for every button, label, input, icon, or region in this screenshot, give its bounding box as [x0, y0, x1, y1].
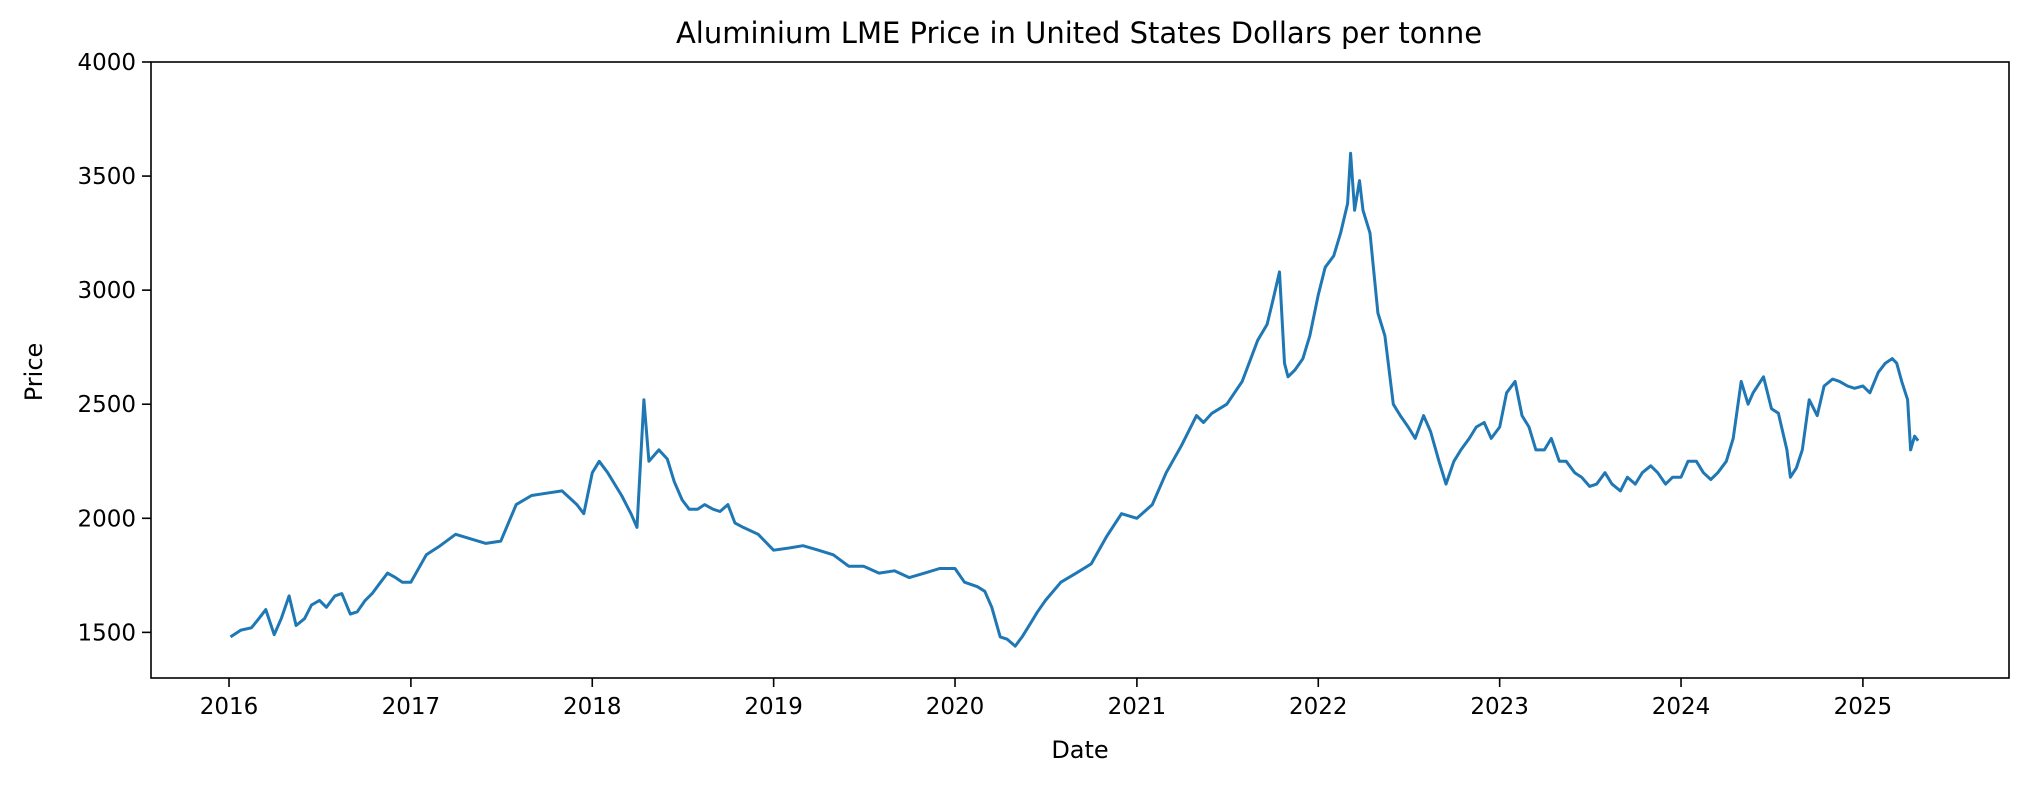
- x-tick-label: 2017: [382, 694, 441, 720]
- x-tick-label: 2024: [1652, 694, 1711, 720]
- y-tick-label: 3000: [77, 278, 136, 304]
- y-tick-label: 4000: [77, 50, 136, 76]
- x-axis-label: Date: [1051, 736, 1108, 764]
- y-tick-label: 1500: [77, 620, 136, 646]
- chart-title: Aluminium LME Price in United States Dol…: [676, 16, 1482, 50]
- x-tick-label: 2018: [563, 694, 622, 720]
- y-tick-label: 2500: [77, 392, 136, 418]
- x-tick-label: 2023: [1470, 694, 1529, 720]
- y-axis-label: Price: [20, 343, 48, 402]
- y-tick-label: 3500: [77, 164, 136, 190]
- x-tick-label: 2025: [1834, 694, 1893, 720]
- y-axis: 1500 2000 2500 3000 3500 4000: [77, 50, 151, 646]
- x-axis: 2016 2017 2018 2019 2020 2021 2022 2023 2024 2025: [200, 678, 1892, 720]
- plot-frame: [150, 61, 2010, 679]
- x-tick-label: 2019: [744, 694, 803, 720]
- y-tick-label: 2000: [77, 506, 136, 532]
- price-line: [229, 151, 1920, 648]
- x-tick-label: 2020: [926, 694, 985, 720]
- x-tick-label: 2016: [200, 694, 259, 720]
- plot-area: [229, 151, 1920, 648]
- x-tick-label: 2022: [1289, 694, 1348, 720]
- x-tick-label: 2021: [1108, 694, 1167, 720]
